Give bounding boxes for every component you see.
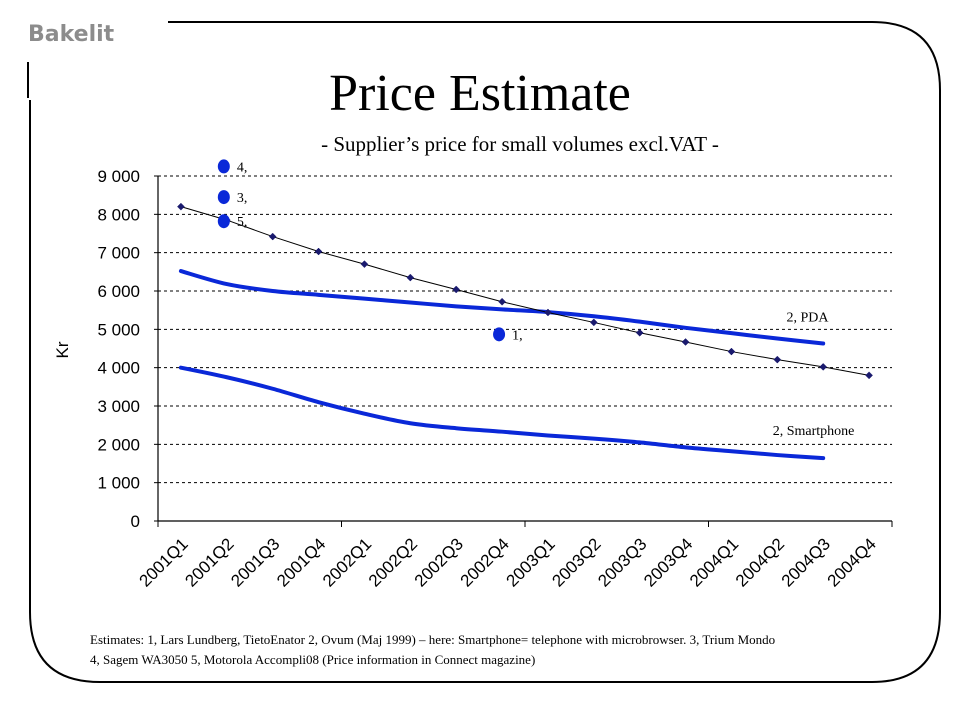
x-tick-label: 2002Q4	[457, 534, 513, 590]
y-tick-label: 9 000	[97, 167, 140, 186]
footnote-line-2: 4, Sagem WA3050 5, Motorola Accompli08 (…	[90, 652, 536, 667]
data-point-diamond	[773, 355, 782, 364]
footnote: Estimates: 1, Lars Lundberg, TietoEnator…	[90, 630, 950, 670]
pda-trend-line	[178, 269, 826, 346]
footnote-line-1: Estimates: 1, Lars Lundberg, TietoEnator…	[90, 632, 776, 647]
estimate-point	[493, 327, 506, 342]
x-tick-label: 2001Q1	[136, 534, 192, 590]
x-tick-label: 2004Q1	[686, 534, 742, 590]
x-tick-label: 2001Q3	[227, 534, 283, 590]
estimate-label: 5,	[237, 215, 248, 230]
y-tick-label: 5 000	[97, 320, 140, 339]
estimate-label: 4,	[237, 160, 248, 175]
x-tick-label: 2001Q2	[181, 534, 237, 590]
x-tick-label: 2001Q4	[273, 534, 329, 590]
x-tick-label: 2004Q3	[778, 534, 834, 590]
data-point-diamond	[865, 371, 873, 380]
y-tick-label: 0	[131, 512, 140, 531]
data-point-diamond	[544, 308, 552, 317]
x-tick-label: 2003Q3	[594, 534, 650, 590]
x-tick-label: 2002Q1	[319, 534, 375, 590]
series-annotation: 2, PDA	[786, 311, 829, 326]
y-tick-label: 4 000	[97, 359, 140, 378]
data-point-diamond	[406, 273, 415, 282]
x-tick-label: 2004Q2	[732, 534, 788, 590]
data-point-diamond	[681, 338, 690, 346]
data-point-diamond	[498, 297, 506, 306]
data-point-diamond	[589, 318, 598, 327]
data-point-diamond	[727, 347, 736, 356]
data-point-diamond	[452, 285, 461, 294]
data-point-diamond	[314, 247, 323, 256]
brand-logo: Bakelit	[28, 22, 115, 47]
y-tick-label: 7 000	[97, 244, 140, 263]
x-tick-label: 2003Q2	[548, 534, 604, 590]
x-tick-label: 2002Q3	[411, 534, 467, 590]
data-point-diamond	[360, 260, 369, 269]
data-point-diamond	[635, 328, 644, 337]
y-axis-label: Kr	[53, 341, 72, 358]
y-tick-label: 3 000	[97, 397, 140, 416]
supplier-price-line	[180, 206, 870, 376]
y-tick-label: 6 000	[97, 282, 140, 301]
series-annotation: 2, Smartphone	[773, 424, 855, 439]
data-point-diamond	[268, 232, 277, 241]
x-tick-label: 2003Q4	[640, 534, 696, 590]
estimate-point	[217, 214, 230, 229]
x-tick-label: 2004Q4	[824, 534, 880, 590]
estimate-point	[217, 190, 230, 205]
smartphone-trend-line	[178, 365, 826, 461]
estimate-point	[217, 159, 230, 174]
y-tick-label: 2 000	[97, 435, 140, 454]
estimate-label: 1,	[512, 328, 523, 343]
x-tick-label: 2002Q2	[365, 534, 421, 590]
page-subtitle: - Supplier’s price for small volumes exc…	[321, 132, 719, 156]
data-point-diamond	[177, 202, 185, 211]
estimate-label: 3,	[237, 191, 248, 206]
x-tick-label: 2003Q1	[503, 534, 559, 590]
data-point-diamond	[819, 363, 828, 371]
y-tick-label: 8 000	[97, 205, 140, 224]
y-tick-label: 1 000	[97, 474, 140, 493]
page-title: Price Estimate	[329, 65, 631, 122]
